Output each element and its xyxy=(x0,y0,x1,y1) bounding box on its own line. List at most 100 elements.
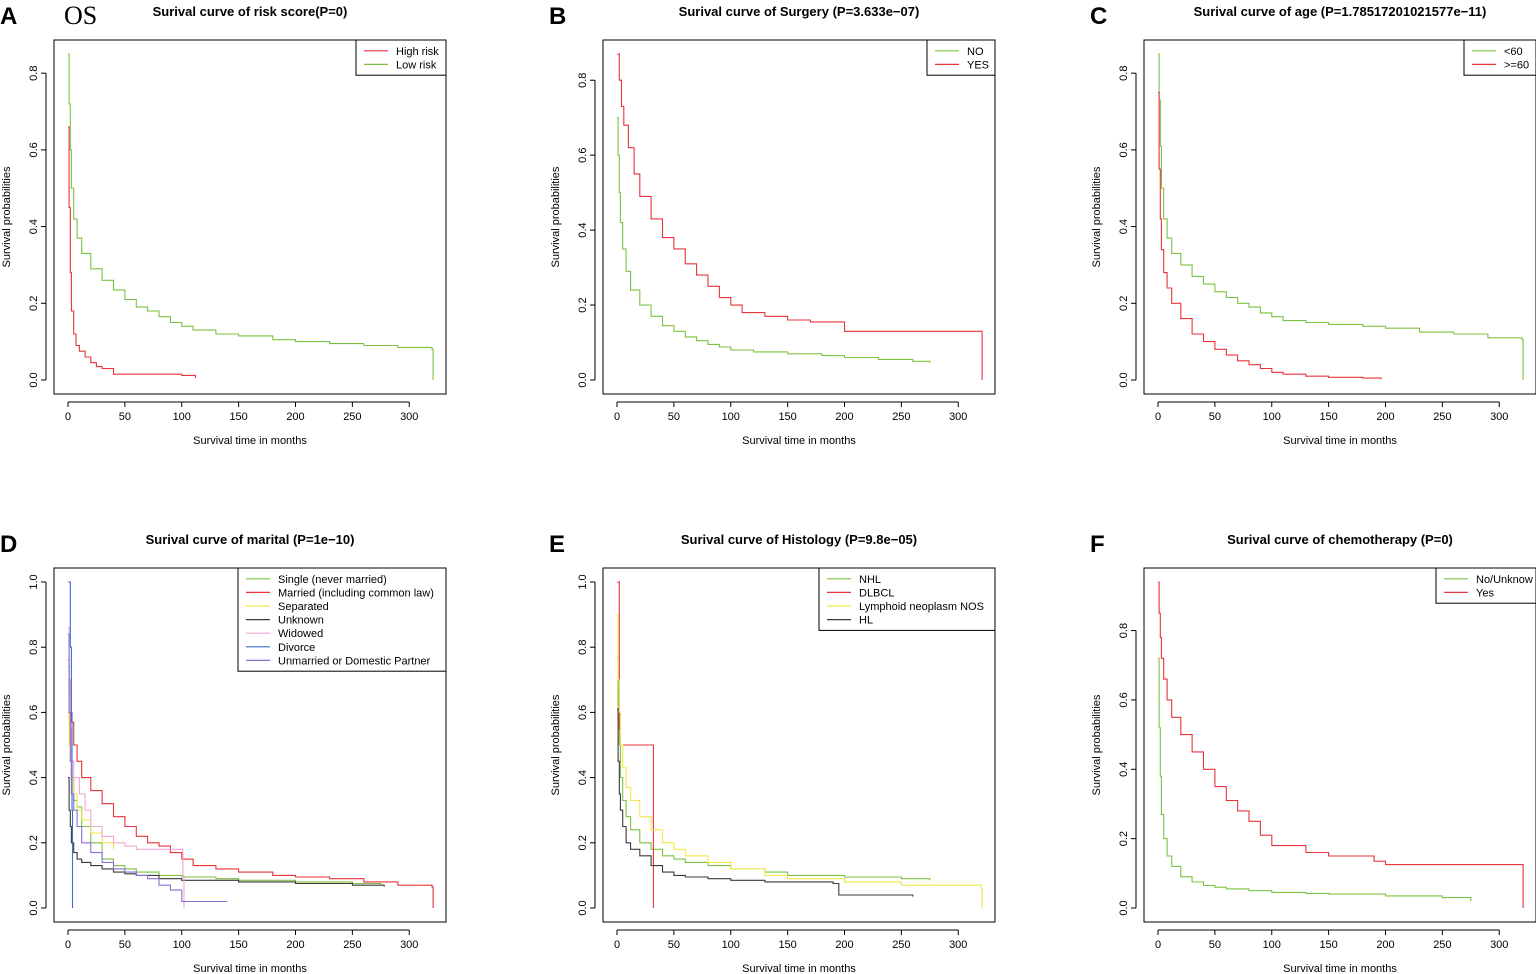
y-tick-label: 0.8 xyxy=(577,73,589,88)
x-tick-label: 150 xyxy=(778,411,796,423)
panel-letter: E xyxy=(549,531,565,558)
y-tick-label: 0.6 xyxy=(577,705,589,720)
x-tick-label: 50 xyxy=(668,939,680,951)
x-tick-label: 300 xyxy=(400,411,418,423)
x-tick-label: 250 xyxy=(1433,939,1451,951)
x-tick-label: 50 xyxy=(1209,939,1221,951)
x-tick-label: 150 xyxy=(229,939,247,951)
x-tick-label: 200 xyxy=(286,411,304,423)
legend-entry: Yes xyxy=(1476,587,1494,599)
x-tick-label: 150 xyxy=(1319,939,1337,951)
legend-entry: Separated xyxy=(278,601,329,613)
panel-letter: C xyxy=(1090,3,1107,30)
plot-frame xyxy=(1143,39,1536,395)
x-tick-label: 200 xyxy=(1376,411,1394,423)
series-line-nhl xyxy=(617,656,931,881)
legend: <60>=60 xyxy=(1463,39,1536,76)
y-tick-label: 1.0 xyxy=(577,574,589,589)
y-tick-label: 0.0 xyxy=(28,372,40,387)
x-tick-label: 0 xyxy=(1155,411,1161,423)
y-tick-label: 0.0 xyxy=(577,372,589,387)
legend-entry: Unknown xyxy=(278,615,324,627)
x-tick-label: 100 xyxy=(1263,411,1281,423)
x-tick-label: 300 xyxy=(949,939,967,951)
y-axis-label: Survival probabilities xyxy=(550,694,562,795)
series-line-lymphoid-neoplasm-nos xyxy=(617,614,983,908)
x-tick-label: 250 xyxy=(1433,411,1451,423)
series-line-no-unknow xyxy=(1158,657,1472,902)
legend-entry: DLBCL xyxy=(859,587,894,599)
legend-box xyxy=(355,39,447,76)
y-tick-label: 0.6 xyxy=(1118,692,1130,707)
legend-entry: Low risk xyxy=(396,59,437,71)
x-tick-label: 100 xyxy=(722,411,740,423)
x-tick-label: 0 xyxy=(65,939,71,951)
y-axis-label: Survival probabilities xyxy=(1091,166,1103,267)
x-tick-label: 100 xyxy=(173,411,191,423)
legend-entry: Widowed xyxy=(278,628,323,640)
x-tick-label: 250 xyxy=(892,411,910,423)
x-tick-label: 250 xyxy=(892,939,910,951)
legend-entry: Unmarried or Domestic Partner xyxy=(278,655,431,667)
y-axis-label: Survival probabilities xyxy=(1,694,13,795)
legend-entry: <60 xyxy=(1504,46,1523,58)
panel-title: Surival curve of Histology (P=9.8e−05) xyxy=(681,532,917,547)
series-line-yes xyxy=(1158,581,1524,908)
y-tick-label: 0.6 xyxy=(28,142,40,157)
x-tick-label: 50 xyxy=(119,411,131,423)
x-tick-label: 300 xyxy=(1490,411,1508,423)
y-tick-label: 0.4 xyxy=(1118,219,1130,234)
x-axis-label: Survival time in months xyxy=(193,435,307,447)
x-tick-label: 50 xyxy=(119,939,131,951)
series-line-unmarried-or-domestic-partner xyxy=(68,633,228,903)
y-tick-label: 0.2 xyxy=(28,835,40,850)
panel-title: Surival curve of chemotherapy (P=0) xyxy=(1227,532,1453,547)
panel-c: C Surival curve of age (P=1.7851720102157… xyxy=(1090,3,1536,447)
legend-box xyxy=(1435,567,1536,604)
x-tick-label: 100 xyxy=(1263,939,1281,951)
x-tick-label: 150 xyxy=(1319,411,1337,423)
x-tick-label: 200 xyxy=(286,939,304,951)
y-tick-label: 0.8 xyxy=(28,66,40,81)
x-tick-label: 150 xyxy=(778,939,796,951)
y-tick-label: 0.2 xyxy=(1118,831,1130,846)
y-tick-label: 0.4 xyxy=(577,222,589,237)
legend-entry: No/Unknow xyxy=(1476,574,1533,586)
legend-entry: HL xyxy=(859,615,873,627)
y-tick-label: 0.2 xyxy=(28,296,40,311)
y-tick-label: 0.4 xyxy=(1118,762,1130,777)
y-tick-label: 0.0 xyxy=(28,900,40,915)
series-line-60 xyxy=(1158,53,1524,380)
x-tick-label: 200 xyxy=(835,411,853,423)
y-tick-label: 0.2 xyxy=(1118,296,1130,311)
os-label: OS xyxy=(64,1,97,30)
series-line-single-never-married xyxy=(68,666,382,886)
y-tick-label: 0.6 xyxy=(577,148,589,163)
legend-entry: Married (including common law) xyxy=(278,587,434,599)
legend-entry: YES xyxy=(967,59,989,71)
plot-frame xyxy=(53,39,447,395)
x-tick-label: 250 xyxy=(343,411,361,423)
legend-entry: Divorce xyxy=(278,642,315,654)
series-line-married-including-common-law xyxy=(68,659,434,908)
x-tick-label: 200 xyxy=(835,939,853,951)
x-tick-label: 50 xyxy=(668,411,680,423)
y-tick-label: 0.0 xyxy=(577,900,589,915)
legend-box xyxy=(1463,39,1536,76)
legend-box xyxy=(926,39,996,76)
panel-letter: B xyxy=(549,3,566,30)
y-tick-label: 0.6 xyxy=(1118,142,1130,157)
panel-letter: A xyxy=(0,3,17,30)
plot-frame xyxy=(1143,567,1536,923)
y-tick-label: 0.8 xyxy=(1118,66,1130,81)
legend-entry: NO xyxy=(967,46,984,58)
y-tick-label: 0.4 xyxy=(577,770,589,785)
x-axis-label: Survival time in months xyxy=(1283,435,1397,447)
series-line-hl xyxy=(617,708,914,897)
x-tick-label: 300 xyxy=(1490,939,1508,951)
legend-entry: Single (never married) xyxy=(278,574,387,586)
x-axis-label: Survival time in months xyxy=(1283,963,1397,974)
y-tick-label: 0.8 xyxy=(577,640,589,655)
